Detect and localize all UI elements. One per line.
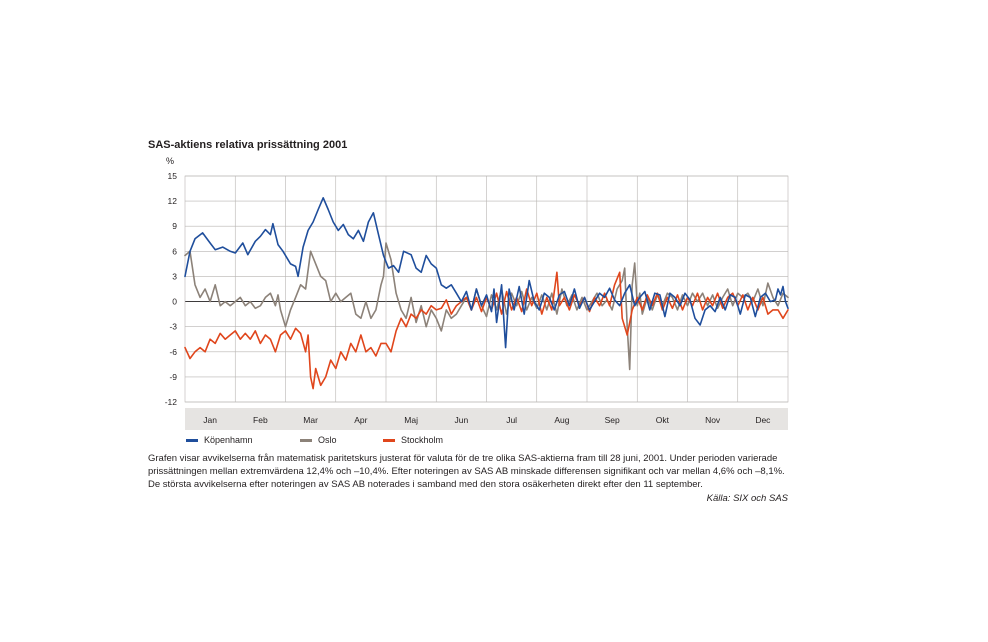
plot-frame: [184, 175, 789, 403]
x-tick-label: Sep: [605, 415, 620, 425]
legend-item: Köpenhamn: [186, 435, 253, 445]
chart-source: Källa: SIX och SAS: [706, 493, 788, 504]
x-axis-band: [185, 408, 788, 430]
x-tick-label: Nov: [705, 415, 721, 425]
x-tick-label: Okt: [656, 415, 670, 425]
x-tick-label: Jul: [506, 415, 517, 425]
legend-item: Stockholm: [383, 435, 443, 445]
series-line-oslo: [184, 242, 789, 371]
line-chart: 15 12 9 6 3 0 -3 -6 -9 -12 Jan Feb Mar Apr Maj Jun Jul Au…: [165, 171, 789, 430]
y-axis-unit: %: [166, 156, 175, 166]
y-tick-label: -12: [165, 397, 178, 407]
x-tick-label: Maj: [404, 415, 418, 425]
y-tick-label: -9: [169, 372, 177, 382]
x-tick-label: Aug: [554, 415, 569, 425]
y-tick-label: -3: [169, 322, 177, 332]
y-tick-label: 0: [172, 297, 177, 307]
legend-label: Stockholm: [401, 435, 444, 445]
y-tick-label: 3: [172, 271, 177, 281]
x-tick-label: Apr: [354, 415, 367, 425]
x-tick-label: Mar: [303, 415, 318, 425]
y-tick-label: 9: [172, 221, 177, 231]
y-tick-label: -6: [169, 347, 177, 357]
legend-swatch: [383, 438, 395, 442]
y-tick-label: 6: [172, 246, 177, 256]
legend-swatch: [186, 438, 198, 442]
legend: Köpenhamn Oslo Stockholm: [0, 435, 988, 451]
x-tick-label: Jan: [203, 415, 217, 425]
legend-label: Köpenhamn: [204, 435, 253, 445]
legend-swatch: [300, 438, 312, 442]
series-line-köpenhamn: [184, 197, 789, 349]
y-tick-label: 12: [168, 196, 178, 206]
chart-title: SAS-aktiens relativa prissättning 2001: [148, 139, 348, 151]
x-tick-label: Jun: [455, 415, 469, 425]
y-tick-label: 15: [168, 171, 178, 181]
x-tick-label: Dec: [755, 415, 771, 425]
legend-label: Oslo: [318, 435, 337, 445]
x-tick-label: Feb: [253, 415, 268, 425]
legend-item: Oslo: [300, 435, 337, 445]
series-line-stockholm: [184, 271, 789, 390]
chart-caption: Grafen visar avvikelserna från matematis…: [148, 453, 785, 490]
